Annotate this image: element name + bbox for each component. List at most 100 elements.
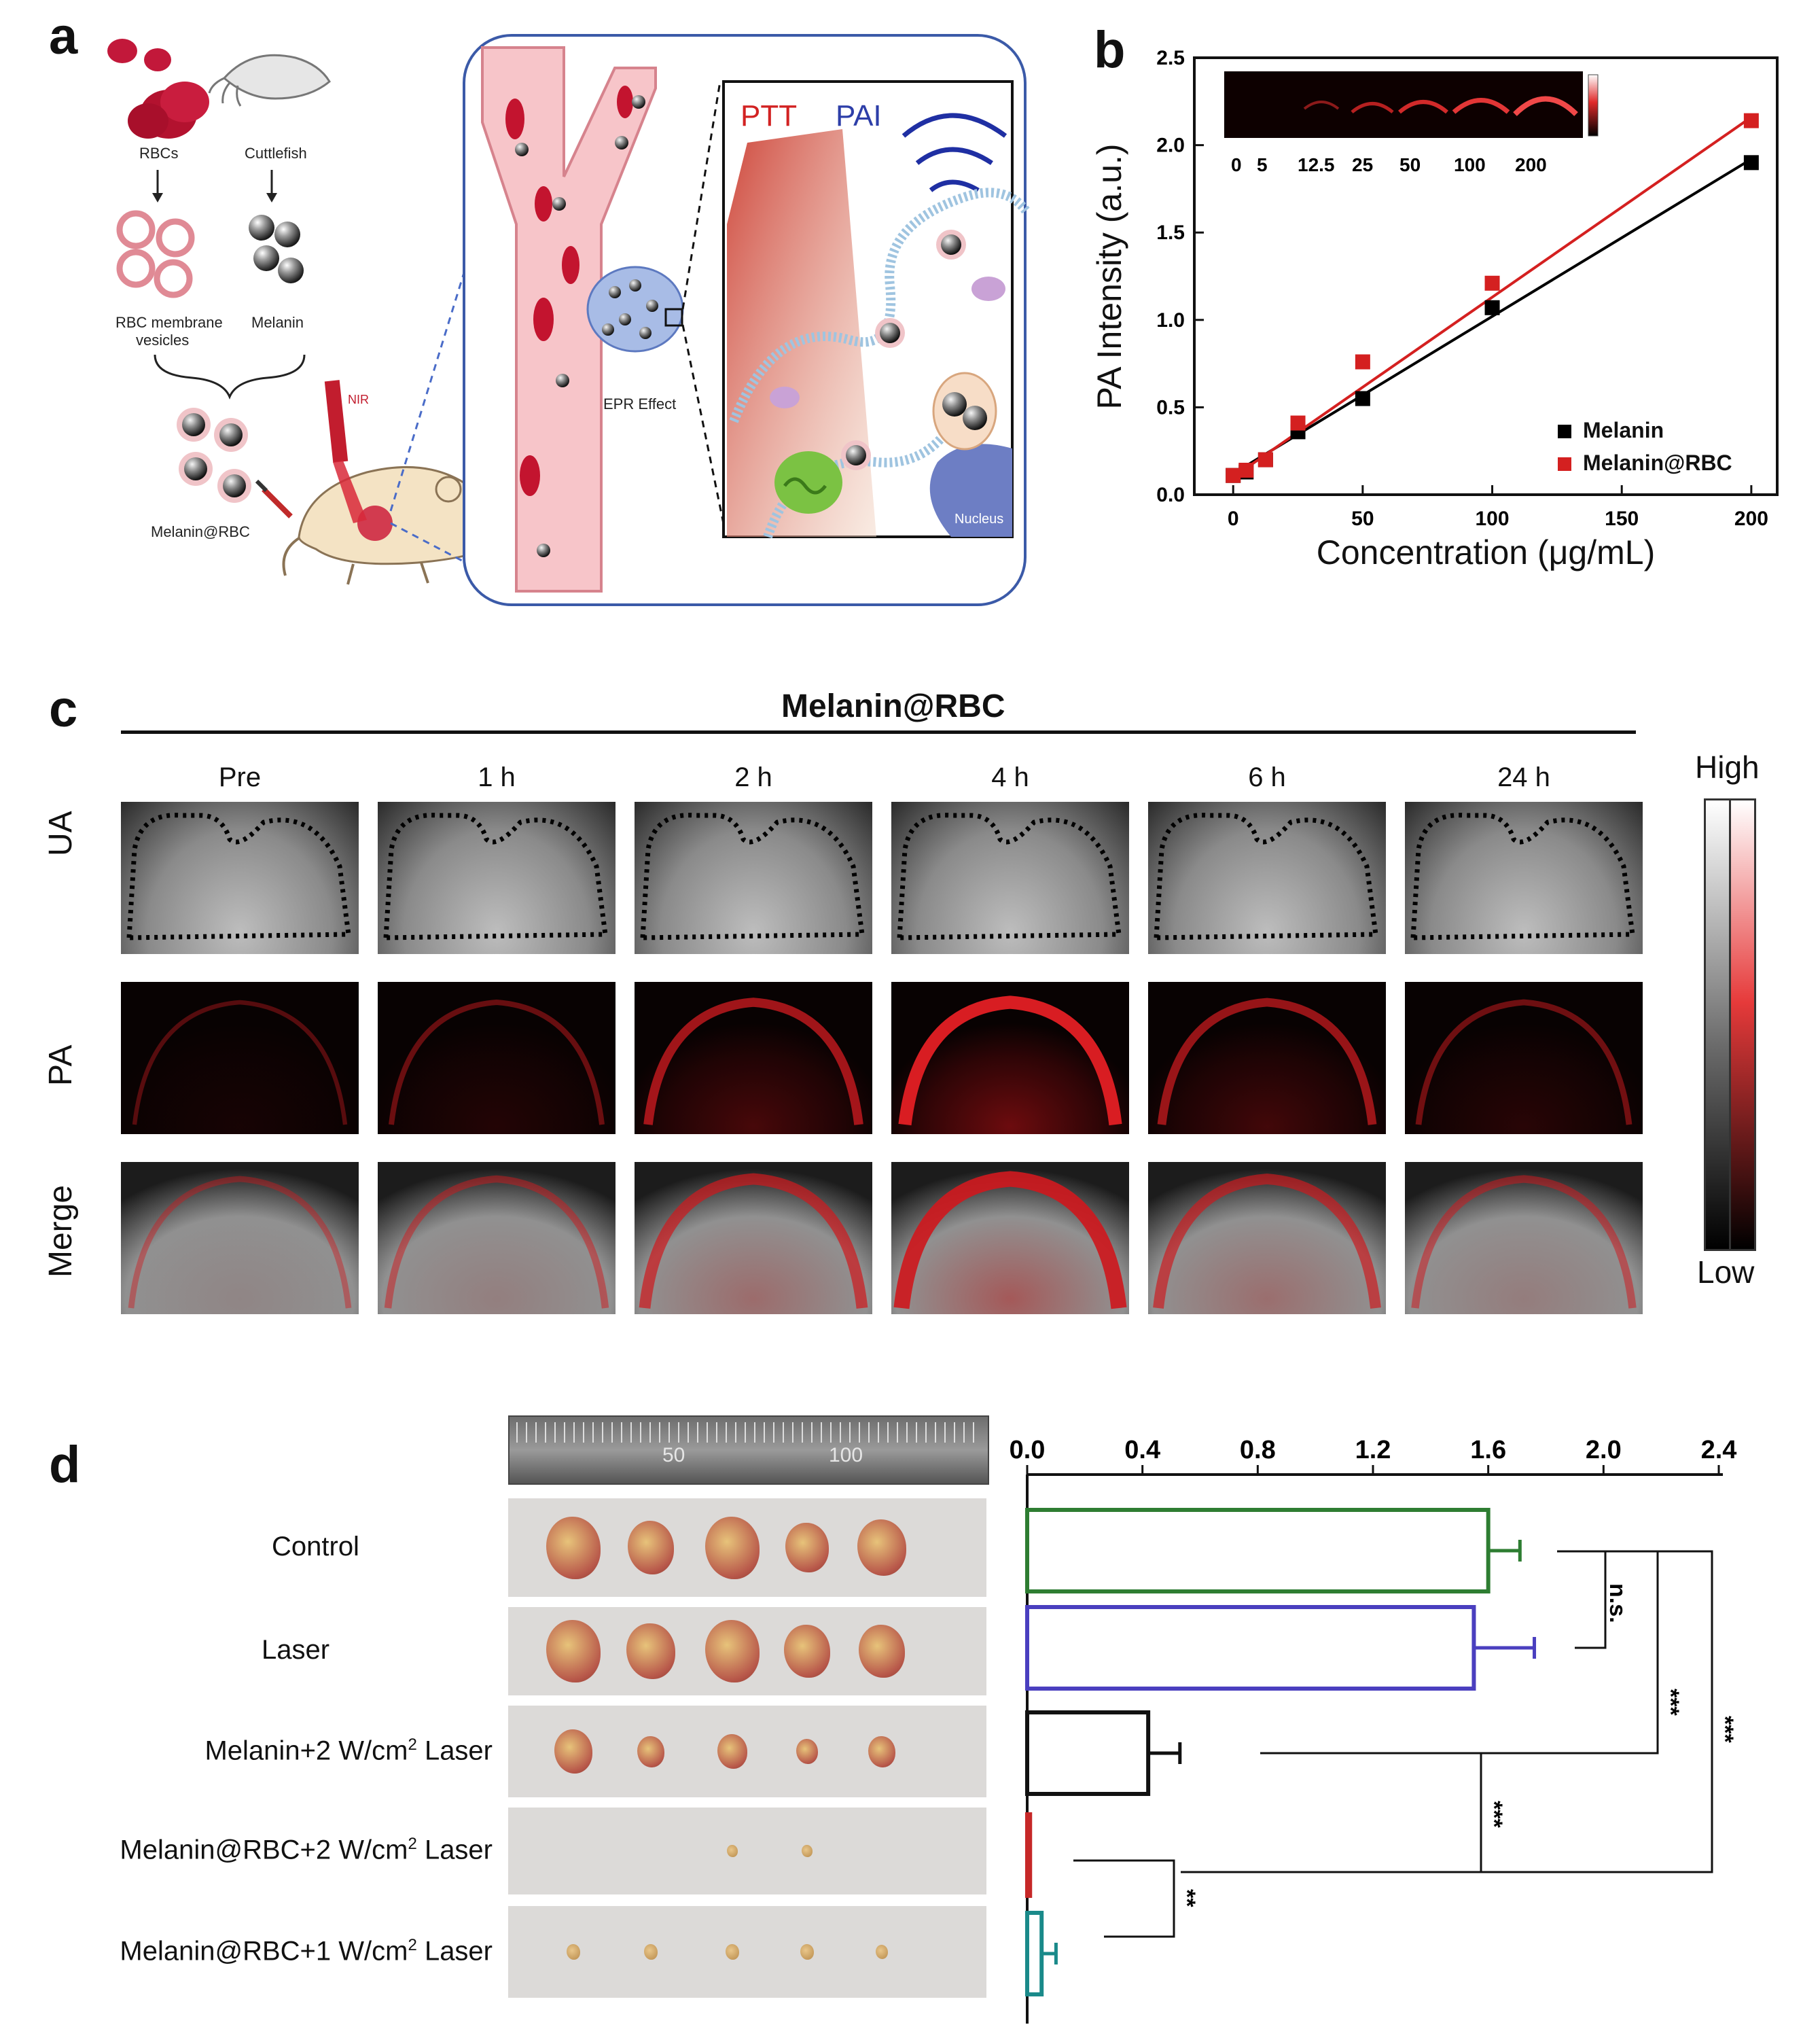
plot-frame [1193, 56, 1779, 496]
tumor-specimen [876, 1945, 888, 1959]
d-xtick-label: 0.0 [1010, 1436, 1046, 1464]
nucleus-icon [929, 444, 1012, 537]
ruler-mark-100: 100 [829, 1444, 863, 1466]
panel-a-schematic: RBCs Cuttlefish RBC membrane vesicles Me… [107, 34, 1030, 606]
melanin-rbc-particles-icon [177, 408, 251, 503]
nucleus-label: Nucleus [954, 512, 1003, 527]
tumor-specimen [802, 1844, 813, 1858]
zoom-connector-lower [390, 522, 534, 599]
tumor-photo-row [508, 1706, 986, 1797]
cuttlefish-label: Cuttlefish [245, 145, 307, 162]
tumor-photo-row [508, 1607, 986, 1695]
panel-letter-d: d [49, 1436, 81, 1494]
ruler-ticks [516, 1422, 981, 1443]
b-xtick-label: 200 [1734, 508, 1768, 530]
brace [154, 354, 306, 400]
d-xtick-label: 0.4 [1124, 1436, 1160, 1464]
timepoint-header: 6 h [1248, 762, 1286, 792]
tumor-specimen [705, 1620, 760, 1682]
b-ytick-label: 0.5 [1156, 396, 1185, 419]
group-label: Melanin@RBC+2 W/cm2 Laser [120, 1835, 493, 1865]
merge-image-tile [378, 1162, 615, 1314]
tumor-specimen [726, 1944, 739, 1960]
tumor-specimen [546, 1516, 601, 1579]
red-colorbar [1729, 798, 1756, 1251]
merge-image-tile [121, 1162, 359, 1314]
ruler-mark-50: 50 [662, 1444, 685, 1466]
merge-image-tile [891, 1162, 1129, 1314]
timepoint-header: Pre [218, 762, 262, 792]
b-legend: Melanin Melanin@RBC [1558, 418, 1732, 475]
inset-scalebar [1588, 74, 1599, 137]
legend-marker-melanin [1558, 425, 1571, 438]
rbc-cluster-icon [107, 39, 209, 139]
d-bar [1025, 1605, 1476, 1691]
merge-image-tile [635, 1162, 872, 1314]
d-bar [1025, 1710, 1151, 1796]
row-label-ua: UA [43, 811, 79, 856]
nir-laser-icon [324, 380, 367, 523]
pa-image-tile [121, 982, 359, 1134]
tumor-specimen [554, 1729, 592, 1774]
d-xtick-label: 1.2 [1355, 1436, 1391, 1464]
panel-d-chart: 0.0 0.4 0.8 1.2 1.6 2.0 2.4 n.s. *** *** *** *… [1010, 1436, 1738, 2024]
tumor-specimen [705, 1516, 760, 1579]
b-data-point [1257, 452, 1273, 468]
group-label: Melanin@RBC+1 W/cm2 Laser [120, 1935, 493, 1966]
significance-brackets [1073, 1550, 1713, 1938]
melanin-particles-icon [249, 215, 304, 283]
ptt-label: PTT [741, 99, 797, 133]
group-label: Laser [262, 1635, 330, 1665]
pa-image-tile [891, 982, 1129, 1134]
pa-image-tile [378, 982, 615, 1134]
b-inset-label: 200 [1515, 154, 1547, 175]
b-inset-label: 25 [1352, 154, 1373, 175]
rbcs-label: RBCs [139, 145, 178, 162]
grayscale-colorbar [1704, 798, 1731, 1251]
scale-low-label: Low [1697, 1254, 1755, 1290]
tumor-photo-row [508, 1808, 986, 1894]
b-fit-line-1 [1232, 116, 1753, 478]
tumor-specimen [859, 1624, 905, 1678]
b-xtick-label: 100 [1476, 508, 1510, 530]
pa-image-tile [635, 982, 872, 1134]
tumor-specimen [644, 1944, 658, 1960]
row-label-merge: Merge [43, 1184, 79, 1277]
merge-image-tile [1148, 1162, 1386, 1314]
melanin-rbc-label: Melanin@RBC [151, 523, 250, 540]
b-data-point [1290, 415, 1306, 431]
pa-inset-image [1224, 71, 1599, 138]
tumor-specimen [796, 1739, 818, 1764]
sig-s3: *** [1481, 1801, 1507, 1828]
tumor-cell-cluster-icon [586, 266, 684, 353]
ua-image-tile [1148, 802, 1386, 954]
tumor-specimen [857, 1519, 906, 1576]
b-data-point [1743, 113, 1759, 128]
legend-label-melanin: Melanin [1583, 418, 1664, 442]
sig-s4: ** [1174, 1889, 1200, 1907]
merge-image-tile [1405, 1162, 1643, 1314]
b-data-point [1355, 354, 1370, 370]
melanin-label: Melanin [251, 314, 304, 331]
group-label: Control [272, 1531, 359, 1562]
sig-s1: *** [1658, 1689, 1683, 1716]
b-inset-label: 5 [1257, 154, 1268, 175]
d-xtick-label: 2.4 [1701, 1436, 1737, 1464]
b-xtick-label: 0 [1228, 508, 1239, 530]
epr-effect-label: EPR Effect [603, 395, 676, 412]
ua-image-tile [121, 802, 359, 954]
timepoint-header: 2 h [734, 762, 772, 792]
row-label-pa: PA [43, 1044, 79, 1086]
tumor-specimen [626, 1623, 675, 1680]
ua-image-tile [1405, 802, 1643, 954]
tumor-specimen [868, 1735, 895, 1767]
b-ytick-label: 0.0 [1156, 484, 1185, 506]
d-bar [1025, 1812, 1033, 1898]
tumor-specimen [800, 1944, 814, 1960]
b-xtick-label: 50 [1351, 508, 1374, 530]
group-label: Melanin+2 W/cm2 Laser [204, 1735, 493, 1765]
b-ytick-label: 2.5 [1156, 47, 1185, 69]
b-xlabel: Concentration (μg/mL) [1317, 533, 1655, 571]
pai-label: PAI [836, 99, 882, 133]
